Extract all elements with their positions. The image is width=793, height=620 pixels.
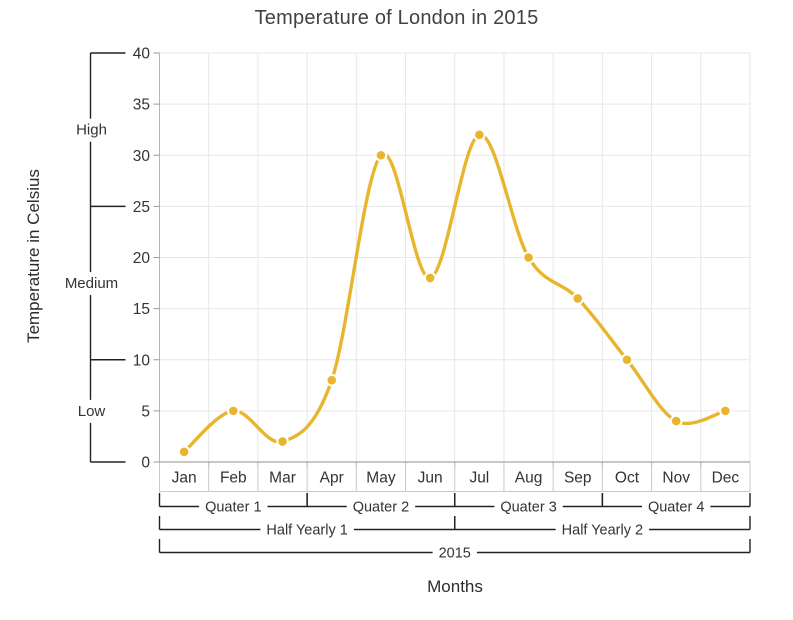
label-backplate [555,520,650,541]
data-point-Jan[interactable]: Jan: 1 [177,445,191,459]
x-group-label-year: 2015 [439,546,471,562]
label-backplate [199,497,268,518]
label-backplate [432,543,477,564]
x-axis-title: Months [427,577,483,596]
data-point-Feb[interactable]: Feb: 5 [227,404,240,418]
data-point-Apr[interactable]: Apr: 8 [325,373,339,387]
label-backplate [72,118,111,142]
x-tick-label-month: May [366,470,396,487]
y-group-label: Low [78,403,106,420]
x-tick-label-month: Mar [269,470,296,487]
data-point-Sep[interactable]: Sep: 16 [571,292,585,305]
y-tick-label: 0 [141,455,150,472]
x-group-label-half-years: Half Yearly 2 [562,523,643,539]
data-point-Aug[interactable]: Aug: 20 [522,251,535,264]
label-backplate [346,497,416,518]
data-point-Jul[interactable]: Jul: 32 [473,128,486,142]
data-point-Dec[interactable]: Dec: 5 [719,404,732,418]
x-tick-label-month: Aug [515,470,543,487]
x-group-label-quarters: Quater 1 [205,500,261,516]
y-tick-label: 30 [133,148,151,165]
x-tick-label-month: Oct [615,470,640,487]
data-point-Jun[interactable]: Jun: 18 [423,271,437,285]
x-tick-label-month: Feb [220,470,247,487]
x-tick-label-month: Apr [320,470,344,487]
x-tick-label-month: Jan [172,470,197,487]
data-point-Mar[interactable]: Mar: 2 [276,435,289,448]
label-backplate [260,520,354,541]
data-point-May[interactable]: May: 30 [374,148,388,162]
label-backplate [494,497,563,518]
x-tick-label-month: Jul [469,470,489,487]
y-group-label: High [76,122,107,139]
x-group-label-quarters: Quater 2 [353,500,409,516]
y-tick-label: 40 [133,46,151,63]
y-tick-label: 20 [133,250,151,267]
y-group-label: Medium [65,275,118,292]
x-group-label-half-years: Half Yearly 1 [266,523,347,539]
data-point-Nov[interactable]: Nov: 4 [669,414,683,428]
x-tick-label-month: Jun [418,470,443,487]
label-backplate [641,497,711,518]
x-group-label-quarters: Quater 3 [500,500,556,516]
y-tick-label: 10 [133,352,151,369]
y-tick-label: 35 [133,97,150,114]
x-tick-label-month: Sep [564,470,592,487]
y-tick-label: 25 [133,199,150,216]
chart-title: Temperature of London in 2015 [254,7,539,29]
label-backplate [60,272,123,296]
y-tick-label: 5 [141,403,150,420]
x-tick-label-month: Nov [662,470,690,487]
y-tick-label: 15 [133,301,150,318]
x-tick-label-month: Dec [712,470,740,487]
data-point-Oct[interactable]: Oct: 10 [620,353,634,367]
x-group-label-quarters: Quater 4 [648,500,704,516]
label-backplate [73,399,110,423]
